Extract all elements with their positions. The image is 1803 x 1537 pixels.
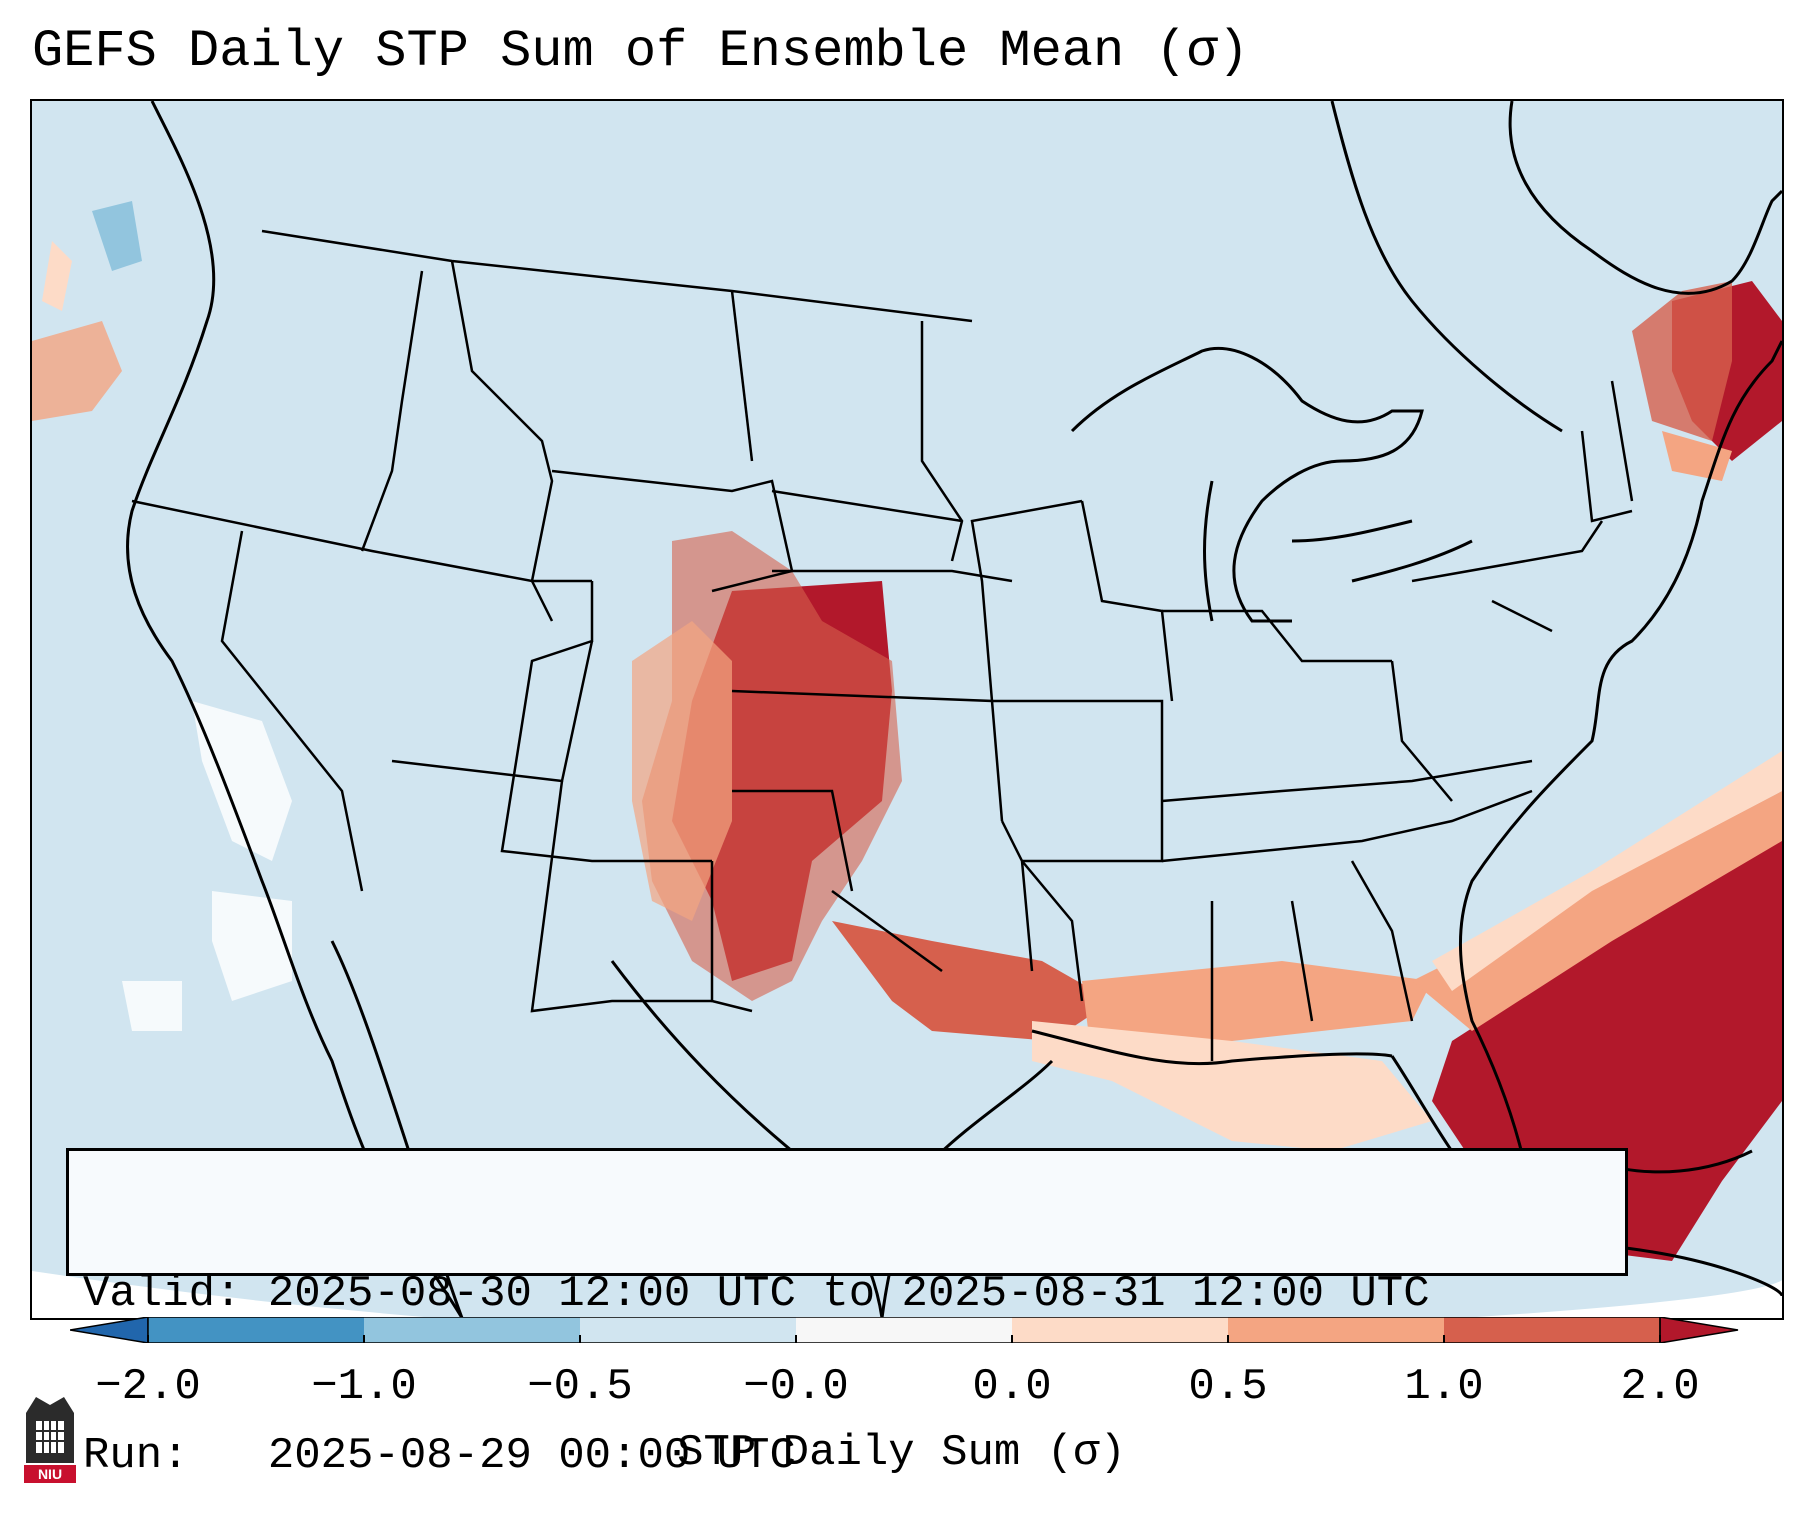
colorbar-under-arrow [70,1317,149,1343]
valid-time-line: Valid: 2025-08-30 12:00 UTC to 2025-08-3… [83,1269,1430,1319]
colorbar-bin-1 [148,1317,364,1343]
colorbar-bin-4 [796,1317,1012,1343]
colorbar-bin-3 [580,1317,796,1343]
colorbar-bin-5 [1012,1317,1228,1343]
colorbar [70,1317,1739,1343]
colorbar-over-arrow [1659,1317,1739,1343]
map-title: GEFS Daily STP Sum of Ensemble Mean (σ) [32,22,1249,81]
colorbar-tick-label: −0.0 [743,1362,849,1412]
colorbar-tick-label: 1.0 [1404,1362,1484,1412]
stp-field-gulf-coast [832,921,1432,1151]
stp-map [32,101,1782,1318]
colorbar-tick-label: 0.0 [972,1362,1052,1412]
colorbar-tick-label: 0.5 [1188,1362,1268,1412]
map-panel[interactable] [30,99,1784,1320]
logo-text: NIU [38,1466,62,1482]
colorbar-tick-label: −0.5 [527,1362,633,1412]
run-time-line: Run: 2025-08-29 00:00 UTC [83,1431,796,1481]
colorbar-tick-label: 2.0 [1620,1362,1700,1412]
niu-logo-icon: NIU [24,1397,76,1483]
colorbar-bin-2 [364,1317,580,1343]
valid-run-info-box: Valid: 2025-08-30 12:00 UTC to 2025-08-3… [66,1148,1628,1481]
projection-edge [32,1271,1782,1318]
stp-field-northeast [1632,281,1782,481]
state-borders [131,229,1634,1061]
stp-field-pacific [32,201,292,1031]
colorbar-tick-label: −1.0 [311,1362,417,1412]
colorbar-tick-label: −2.0 [95,1362,201,1412]
great-lakes [1070,346,1473,623]
colorbar-label: STP Daily Sum (σ) [677,1428,1126,1478]
colorbar-bin-7 [1444,1317,1660,1343]
stp-field-plains [632,531,902,1001]
colorbar-bin-6 [1228,1317,1444,1343]
